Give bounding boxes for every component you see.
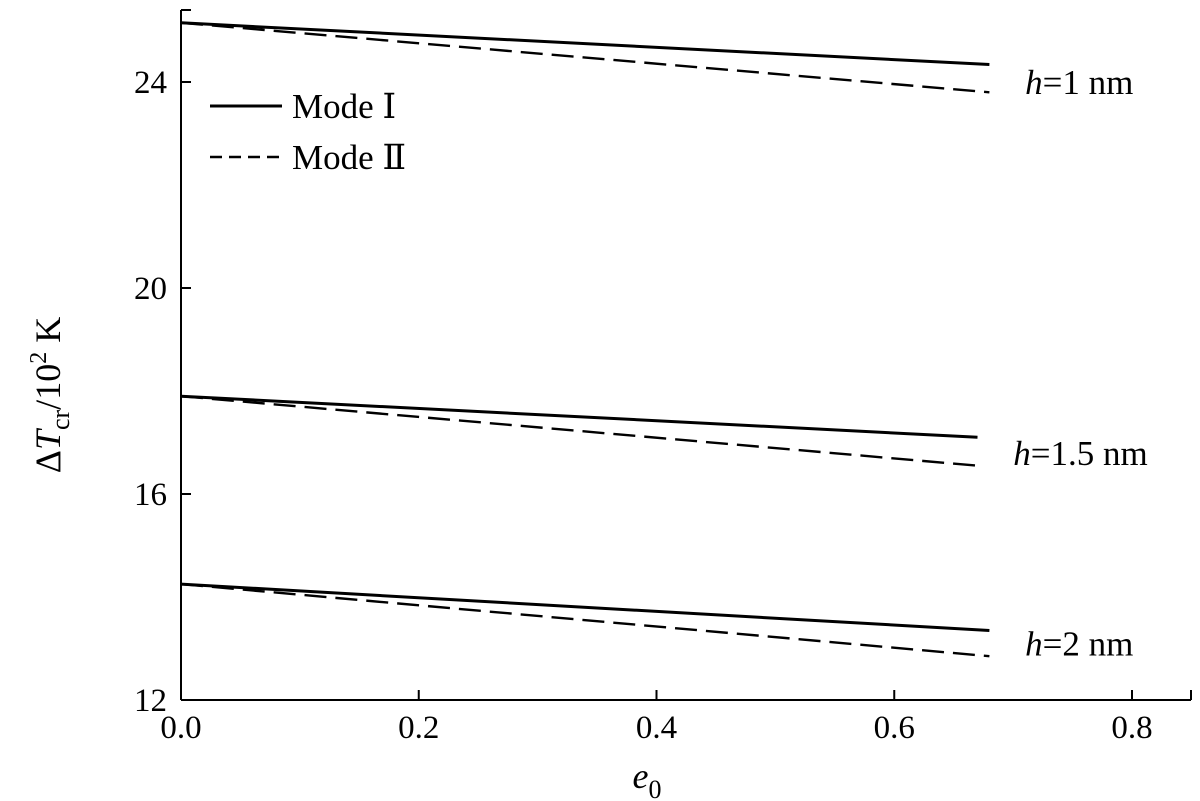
x-tick-label: 0.2: [398, 710, 439, 746]
y-tick-label: 16: [134, 477, 167, 513]
x-tick-label: 0.6: [874, 710, 915, 746]
curve-label-1: h=1.5 nm: [1013, 434, 1147, 473]
curve-label-text: =2 nm: [1043, 624, 1134, 663]
x-tick-label: 0.8: [1111, 710, 1152, 746]
curve-label-var: h: [1025, 63, 1043, 102]
mode-2-line-group-0: [180, 21, 990, 94]
y-axis-title-var: T: [28, 427, 68, 450]
x-axis-title-sub: 0: [648, 775, 661, 801]
mode-2-line-group-2: [180, 582, 990, 658]
legend-label-mode-1: Mode Ⅰ: [292, 87, 396, 126]
x-ticks: 0.0 0.2 0.4 0.6 0.8: [160, 690, 1192, 746]
curve-label-2: h=2 nm: [1025, 624, 1133, 663]
mode-2-line-group-1: [180, 395, 978, 467]
y-axis-title-rest: /10: [28, 364, 68, 410]
y-tick-label: 12: [134, 683, 167, 719]
y-tick-label: 20: [134, 271, 167, 307]
mode-1-line-group-2: [180, 582, 990, 632]
y-axis-title: ΔTcr/102 K: [26, 317, 75, 473]
y-axis-title-unit: K: [28, 317, 68, 352]
legend-label-mode-2: Mode Ⅱ: [292, 138, 406, 177]
x-axis-title-main: e: [633, 756, 649, 796]
curve-labels: h=1 nmh=1.5 nmh=2 nm: [1013, 63, 1147, 663]
y-tick-label: 24: [134, 65, 167, 101]
x-tick-label: 0.4: [636, 710, 677, 746]
series-lines: [180, 21, 990, 658]
x-axis-title: e0: [633, 756, 662, 801]
x-tick-label: 0.0: [160, 710, 201, 746]
curve-label-0: h=1 nm: [1025, 63, 1133, 102]
curve-label-var: h: [1025, 624, 1043, 663]
mode-1-line-group-1: [180, 394, 978, 439]
legend: Mode Ⅰ Mode Ⅱ: [210, 87, 406, 177]
curve-label-text: =1.5 nm: [1031, 434, 1148, 473]
y-ticks: 12 16 20 24: [134, 9, 191, 719]
y-axis-title-sup: 2: [26, 352, 52, 364]
y-axis-title-delta: Δ: [28, 450, 68, 473]
y-axis-title-sub: cr: [46, 409, 75, 430]
curve-label-var: h: [1013, 434, 1031, 473]
mode-1-line-group-0: [180, 21, 990, 66]
curve-label-text: =1 nm: [1043, 63, 1134, 102]
